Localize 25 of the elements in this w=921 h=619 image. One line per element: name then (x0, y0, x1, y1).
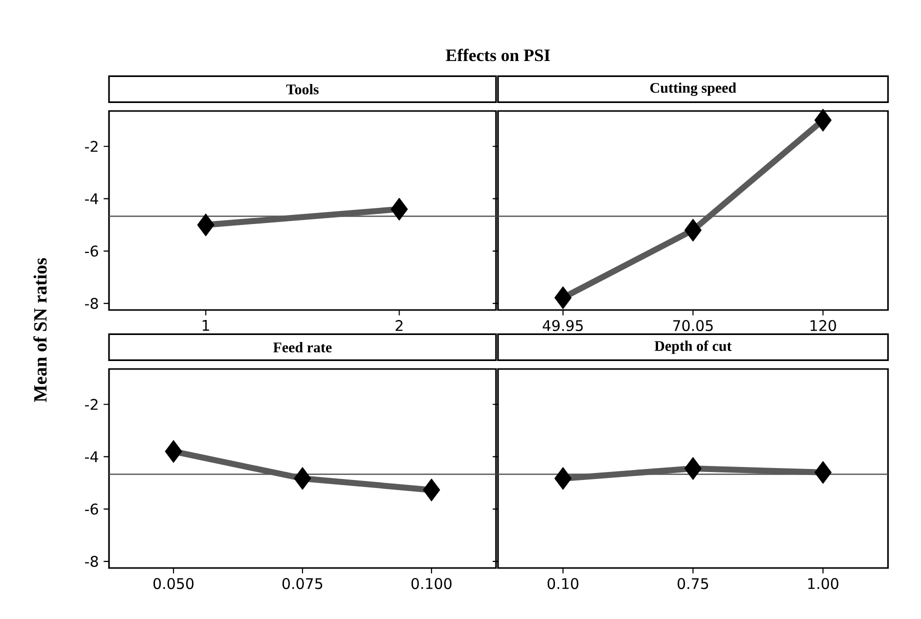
y-axis-title: Mean of SN ratios (33, 258, 47, 402)
x-tick-label: 0.100 (411, 578, 452, 590)
y-tick-label: -4 (85, 193, 98, 204)
y-tick-label: -8 (85, 556, 98, 568)
chart-title: Depth of cut (654, 340, 732, 354)
y-tick-label: -2 (85, 398, 98, 410)
y-tick-label: -2 (85, 140, 98, 152)
x-tick-label: 70.05 (673, 320, 713, 332)
x-tick-label: 1.00 (808, 578, 838, 590)
x-tick-label: 0.075 (282, 578, 322, 590)
x-tick-label: 0.10 (548, 578, 578, 590)
chart-title: Feed rate (273, 342, 332, 352)
y-tick-label: -4 (85, 451, 98, 462)
chart-title: Cutting speed (650, 82, 736, 96)
x-tick-label: 120 (810, 320, 836, 332)
x-tick-label: 0.050 (153, 578, 194, 590)
y-tick-label: -6 (85, 246, 98, 257)
x-tick-label: 0.75 (678, 578, 708, 590)
y-tick-label: -6 (85, 504, 98, 515)
x-tick-label: 1 (202, 320, 210, 331)
text: Effects on PSI (446, 48, 550, 62)
y-tick-label: -8 (85, 298, 98, 309)
chart-title: Tools (286, 84, 319, 94)
x-tick-label: 2 (396, 320, 402, 331)
x-tick-label: 49.95 (542, 320, 583, 332)
